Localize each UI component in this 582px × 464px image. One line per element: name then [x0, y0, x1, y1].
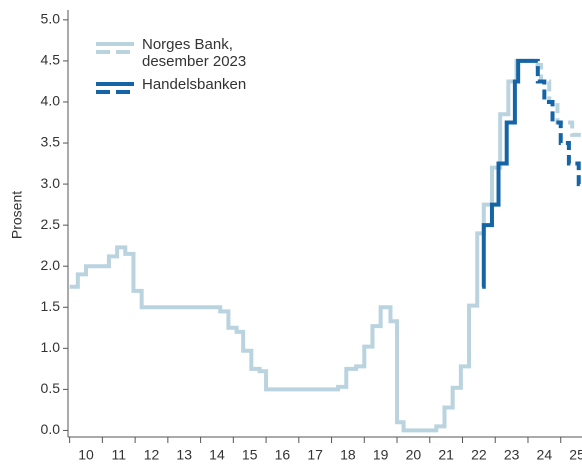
x-tick-label: 15 — [242, 447, 258, 463]
legend-swatch — [96, 42, 134, 54]
x-tick-label: 19 — [373, 447, 389, 463]
y-tick-label: 4.0 — [41, 93, 61, 109]
legend-item: Norges Bank, desember 2023 — [96, 36, 262, 70]
legend-label: Norges Bank, desember 2023 — [142, 36, 247, 70]
y-tick-label: 2.0 — [41, 257, 61, 273]
y-tick-label: 4.5 — [41, 52, 61, 68]
x-tick-label: 24 — [537, 447, 553, 463]
y-axis-label: Prosent — [9, 191, 25, 239]
forecast-line — [527, 58, 582, 187]
x-tick-label: 17 — [307, 447, 323, 463]
y-tick-label: 0.5 — [41, 380, 61, 396]
x-tick-label: 12 — [144, 447, 160, 463]
y-tick-label: 3.5 — [41, 134, 61, 150]
y-tick-label: 2.5 — [41, 216, 61, 232]
x-tick-label: 23 — [504, 447, 520, 463]
x-tick-label: 10 — [78, 447, 94, 463]
y-tick-label: 5.0 — [41, 11, 61, 27]
x-tick-label: 22 — [471, 447, 487, 463]
x-tick-label: 25 — [569, 447, 582, 463]
legend-item: Handelsbanken — [96, 76, 262, 100]
x-tick-label: 20 — [406, 447, 422, 463]
x-tick-label: 11 — [111, 447, 126, 463]
y-tick-label: 1.5 — [41, 298, 61, 314]
y-tick-label: 3.0 — [41, 175, 61, 191]
y-tick-label: 0.0 — [41, 421, 61, 437]
series-line — [481, 58, 528, 289]
x-tick-label: 14 — [209, 447, 225, 463]
y-tick-label: 1.0 — [41, 339, 61, 355]
x-tick-label: 13 — [176, 447, 192, 463]
series-line — [69, 58, 525, 433]
legend-swatch — [96, 82, 134, 94]
x-tick-label: 18 — [340, 447, 356, 463]
legend: Norges Bank, desember 2023 Handelsbanken — [96, 36, 262, 110]
forecast-line — [524, 58, 582, 137]
legend-label: Handelsbanken — [142, 76, 247, 93]
x-tick-label: 16 — [275, 447, 291, 463]
x-tick-label: 21 — [438, 447, 454, 463]
